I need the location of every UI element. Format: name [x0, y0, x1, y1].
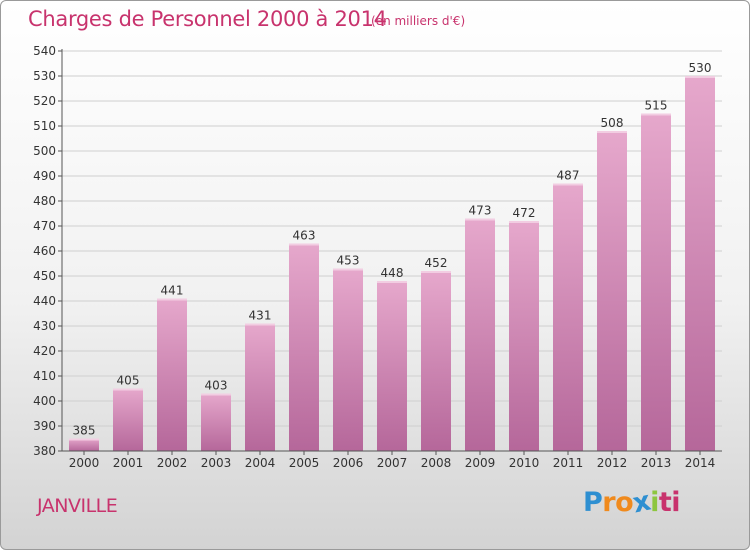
y-tick-label: 390 — [33, 419, 56, 433]
data-label: 530 — [689, 61, 712, 75]
y-tick-label: 490 — [33, 169, 56, 183]
commune-name: JANVILLE — [37, 495, 118, 517]
y-tick-label: 430 — [33, 319, 56, 333]
data-label: 508 — [601, 116, 624, 130]
bar-top-highlight — [245, 323, 275, 326]
bar — [509, 221, 539, 451]
bar — [553, 183, 583, 451]
x-tick-label: 2000 — [69, 456, 100, 470]
y-tick-label: 440 — [33, 294, 56, 308]
x-tick-label: 2012 — [597, 456, 628, 470]
data-label: 405 — [117, 374, 140, 388]
bar-top-highlight — [157, 298, 187, 301]
bar — [685, 76, 715, 451]
bar — [245, 323, 275, 451]
bar-top-highlight — [421, 271, 451, 273]
data-label: 441 — [161, 284, 184, 298]
data-label: 463 — [293, 229, 316, 243]
y-tick-label: 530 — [33, 69, 56, 83]
bar — [69, 438, 99, 451]
y-tick-label: 420 — [33, 344, 56, 358]
y-tick-label: 380 — [33, 444, 56, 458]
bar-top-highlight — [509, 221, 539, 223]
bar-top-highlight — [465, 218, 495, 221]
y-tick-label: 400 — [33, 394, 56, 408]
logo-letter: i — [650, 487, 659, 518]
bar-top-highlight — [289, 243, 319, 246]
bar-top-highlight — [685, 76, 715, 78]
bar — [201, 393, 231, 451]
y-tick-label: 450 — [33, 269, 56, 283]
data-label: 431 — [249, 309, 272, 323]
x-tick-label: 2010 — [509, 456, 540, 470]
bar — [597, 131, 627, 451]
y-tick-label: 520 — [33, 94, 56, 108]
bar — [421, 271, 451, 451]
data-label: 472 — [513, 206, 536, 220]
bar-top-highlight — [69, 438, 99, 441]
data-label: 385 — [73, 424, 96, 438]
x-tick-label: 2009 — [465, 456, 496, 470]
x-tick-label: 2008 — [421, 456, 452, 470]
y-tick-label: 410 — [33, 369, 56, 383]
data-label: 452 — [425, 256, 448, 270]
y-tick-label: 470 — [33, 219, 56, 233]
data-label: 487 — [557, 169, 580, 183]
y-tick-label: 480 — [33, 194, 56, 208]
x-tick-label: 2006 — [333, 456, 364, 470]
y-tick-label: 540 — [33, 44, 56, 58]
bar — [113, 388, 143, 451]
logo-letter: r — [602, 487, 616, 518]
label-layer: 380 390 400 410 420 430 440 450 460 470 480 490 500 5… — [33, 44, 715, 470]
x-tick-label: 2002 — [157, 456, 188, 470]
bar — [465, 218, 495, 451]
proxiti-logo: Proxiti — [583, 486, 681, 520]
y-tick-label: 500 — [33, 144, 56, 158]
data-label: 453 — [337, 254, 360, 268]
data-label: 448 — [381, 266, 404, 280]
x-tick-label: 2014 — [685, 456, 716, 470]
bar — [333, 268, 363, 451]
data-label: 403 — [205, 379, 228, 393]
x-tick-label: 2011 — [553, 456, 584, 470]
bar — [641, 113, 671, 451]
bar-layer — [69, 76, 715, 451]
chart-subtitle: (en milliers d'€) — [371, 14, 466, 28]
bar — [157, 298, 187, 451]
data-label: 515 — [645, 99, 668, 113]
data-label: 473 — [469, 204, 492, 218]
y-tick-label: 510 — [33, 119, 56, 133]
bar-top-highlight — [597, 131, 627, 133]
x-tick-label: 2001 — [113, 456, 144, 470]
x-tick-label: 2005 — [289, 456, 320, 470]
y-tick-label: 460 — [33, 244, 56, 258]
bar-top-highlight — [201, 393, 231, 396]
x-tick-label: 2013 — [641, 456, 672, 470]
x-tick-label: 2003 — [201, 456, 232, 470]
bar-top-highlight — [333, 268, 363, 271]
bar — [377, 281, 407, 451]
logo-letter: ti — [658, 487, 681, 518]
bar — [289, 243, 319, 451]
bar-top-highlight — [553, 183, 583, 186]
bar-top-highlight — [113, 388, 143, 391]
x-tick-label: 2007 — [377, 456, 408, 470]
axis-layer — [58, 49, 722, 455]
logo-letter: P — [583, 487, 603, 518]
bar-top-highlight — [641, 113, 671, 116]
bar-top-highlight — [377, 281, 407, 283]
logo-letter: o — [615, 487, 634, 518]
x-tick-label: 2004 — [245, 456, 276, 470]
chart-title: Charges de Personnel 2000 à 2014 — [28, 7, 387, 31]
